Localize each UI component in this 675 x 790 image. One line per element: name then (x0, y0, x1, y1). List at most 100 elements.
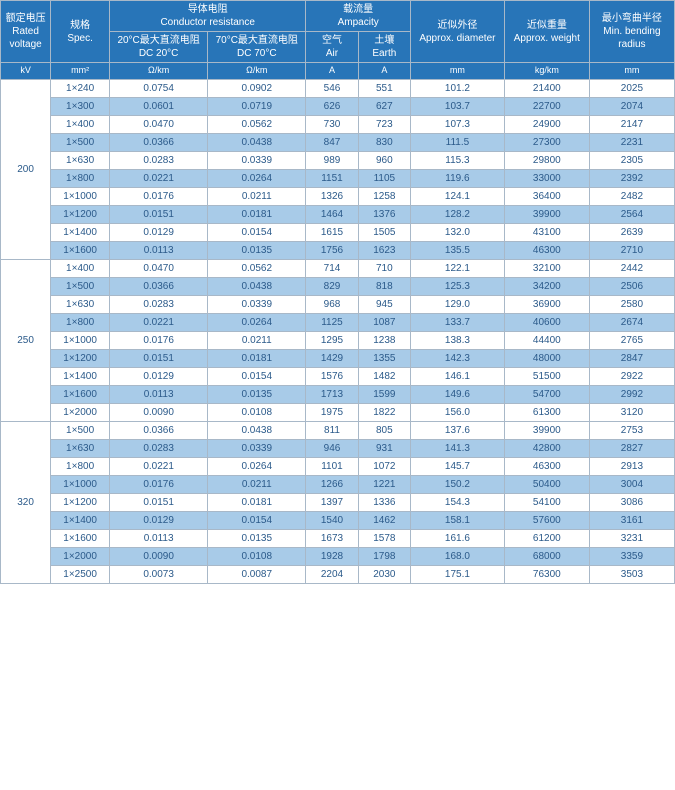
header-diameter: 近似外径 Approx. diameter (411, 1, 505, 63)
table-row: 1×25000.00730.008722042030175.1763003503 (1, 565, 675, 583)
radius-cell: 2506 (589, 277, 674, 295)
air-cell: 1266 (306, 475, 358, 493)
dc70-cell: 0.0154 (208, 367, 306, 385)
earth-cell: 1087 (358, 313, 410, 331)
radius-cell: 3004 (589, 475, 674, 493)
spec-cell: 1×1600 (51, 529, 110, 547)
earth-cell: 1505 (358, 223, 410, 241)
header-cn: 最小弯曲半径 (602, 13, 662, 24)
dc70-cell: 0.0339 (208, 439, 306, 457)
table-row: 1×16000.01130.013517561623135.5463002710 (1, 241, 675, 259)
earth-cell: 931 (358, 439, 410, 457)
weight-cell: 68000 (504, 547, 589, 565)
weight-cell: 32100 (504, 259, 589, 277)
diameter-cell: 158.1 (411, 511, 505, 529)
header-radius: 最小弯曲半径 Min. bending radius (589, 1, 674, 63)
weight-cell: 21400 (504, 79, 589, 97)
earth-cell: 1355 (358, 349, 410, 367)
diameter-cell: 142.3 (411, 349, 505, 367)
radius-cell: 2025 (589, 79, 674, 97)
header-en: Approx. weight (514, 33, 580, 44)
table-row: 1×16000.01130.013517131599149.6547002992 (1, 385, 675, 403)
dc20-cell: 0.0113 (110, 241, 208, 259)
air-cell: 1615 (306, 223, 358, 241)
radius-cell: 2710 (589, 241, 674, 259)
dc20-cell: 0.0366 (110, 421, 208, 439)
radius-cell: 3503 (589, 565, 674, 583)
unit-radius: mm (589, 63, 674, 80)
spec-cell: 1×1400 (51, 367, 110, 385)
dc20-cell: 0.0151 (110, 349, 208, 367)
diameter-cell: 137.6 (411, 421, 505, 439)
dc20-cell: 0.0090 (110, 403, 208, 421)
header-cn: 70°C最大直流电阻 (216, 35, 298, 46)
air-cell: 1151 (306, 169, 358, 187)
weight-cell: 27300 (504, 133, 589, 151)
radius-cell: 3359 (589, 547, 674, 565)
dc70-cell: 0.0135 (208, 241, 306, 259)
air-cell: 1326 (306, 187, 358, 205)
table-row: 1×12000.01510.018114291355142.3480002847 (1, 349, 675, 367)
earth-cell: 1798 (358, 547, 410, 565)
diameter-cell: 119.6 (411, 169, 505, 187)
earth-cell: 1238 (358, 331, 410, 349)
header-en: DC 20°C (139, 48, 179, 59)
earth-cell: 805 (358, 421, 410, 439)
dc20-cell: 0.0470 (110, 115, 208, 133)
unit-air: A (306, 63, 358, 80)
spec-cell: 1×2000 (51, 547, 110, 565)
spec-cell: 1×2500 (51, 565, 110, 583)
dc70-cell: 0.0438 (208, 133, 306, 151)
header-conductor-resistance: 导体电阻 Conductor resistance (110, 1, 306, 32)
spec-cell: 1×630 (51, 295, 110, 313)
air-cell: 829 (306, 277, 358, 295)
radius-cell: 2442 (589, 259, 674, 277)
earth-cell: 830 (358, 133, 410, 151)
earth-cell: 818 (358, 277, 410, 295)
dc70-cell: 0.0108 (208, 547, 306, 565)
header-cn: 载流量 (343, 4, 373, 15)
dc70-cell: 0.0135 (208, 385, 306, 403)
radius-cell: 2913 (589, 457, 674, 475)
diameter-cell: 101.2 (411, 79, 505, 97)
dc20-cell: 0.0366 (110, 277, 208, 295)
earth-cell: 627 (358, 97, 410, 115)
header-en: Ampacity (338, 17, 379, 28)
air-cell: 1713 (306, 385, 358, 403)
diameter-cell: 133.7 (411, 313, 505, 331)
header-cn: 20°C最大直流电阻 (117, 35, 199, 46)
earth-cell: 1462 (358, 511, 410, 529)
air-cell: 2204 (306, 565, 358, 583)
header-en: Rated voltage (9, 26, 41, 50)
weight-cell: 61300 (504, 403, 589, 421)
unit-spec: mm² (51, 63, 110, 80)
header-en: Earth (372, 48, 396, 59)
weight-cell: 24900 (504, 115, 589, 133)
dc70-cell: 0.0181 (208, 349, 306, 367)
dc70-cell: 0.0562 (208, 115, 306, 133)
header-en: Spec. (67, 33, 93, 44)
dc70-cell: 0.0264 (208, 313, 306, 331)
dc70-cell: 0.0154 (208, 223, 306, 241)
air-cell: 546 (306, 79, 358, 97)
dc20-cell: 0.0176 (110, 475, 208, 493)
air-cell: 626 (306, 97, 358, 115)
diameter-cell: 135.5 (411, 241, 505, 259)
dc20-cell: 0.0176 (110, 331, 208, 349)
weight-cell: 42800 (504, 439, 589, 457)
diameter-cell: 149.6 (411, 385, 505, 403)
spec-cell: 1×500 (51, 421, 110, 439)
spec-cell: 1×300 (51, 97, 110, 115)
header-rated-voltage: 额定电压 Rated voltage (1, 1, 51, 63)
header-dc70: 70°C最大直流电阻 DC 70°C (208, 32, 306, 63)
table-row: 1×14000.01290.015416151505132.0431002639 (1, 223, 675, 241)
table-row: 1×5000.03660.0438829818125.3342002506 (1, 277, 675, 295)
dc20-cell: 0.0090 (110, 547, 208, 565)
header-en: Min. bending radius (603, 26, 660, 50)
weight-cell: 51500 (504, 367, 589, 385)
spec-cell: 1×400 (51, 259, 110, 277)
earth-cell: 945 (358, 295, 410, 313)
dc20-cell: 0.0221 (110, 457, 208, 475)
diameter-cell: 175.1 (411, 565, 505, 583)
header-cn: 导体电阻 (188, 4, 228, 15)
